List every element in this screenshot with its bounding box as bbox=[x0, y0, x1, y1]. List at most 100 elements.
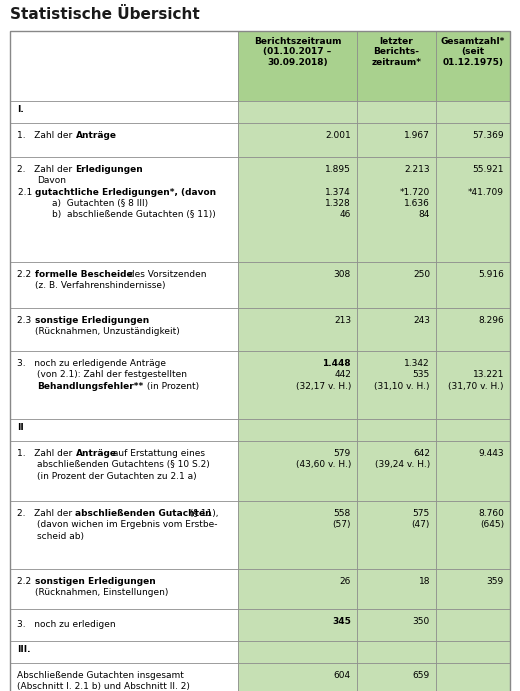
Text: 1.636: 1.636 bbox=[404, 199, 430, 208]
Bar bbox=[436, 419, 510, 441]
Bar bbox=[10, 31, 238, 101]
Text: 2.   Zahl der: 2. Zahl der bbox=[17, 165, 75, 174]
Text: (57): (57) bbox=[332, 520, 351, 529]
Text: formelle Bescheide: formelle Bescheide bbox=[35, 270, 133, 279]
Bar bbox=[10, 609, 238, 641]
Text: (Rücknahmen, Einstellungen): (Rücknahmen, Einstellungen) bbox=[35, 588, 169, 597]
Text: 8.296: 8.296 bbox=[478, 316, 504, 325]
Text: (§ 11),: (§ 11), bbox=[187, 509, 218, 518]
Text: Gesamtzahl*
(seit
01.12.1975): Gesamtzahl* (seit 01.12.1975) bbox=[441, 37, 505, 67]
Bar bbox=[436, 101, 510, 123]
Text: 359: 359 bbox=[487, 577, 504, 586]
Text: (31,10 v. H.): (31,10 v. H.) bbox=[374, 381, 430, 390]
Text: 579: 579 bbox=[334, 449, 351, 458]
Text: 2.2: 2.2 bbox=[17, 577, 37, 586]
Text: sonstigen Erledigungen: sonstigen Erledigungen bbox=[35, 577, 156, 586]
Text: 57.369: 57.369 bbox=[472, 131, 504, 140]
Bar bbox=[10, 351, 238, 419]
Bar bbox=[10, 101, 238, 123]
Text: Statistische Übersicht: Statistische Übersicht bbox=[10, 7, 200, 22]
Text: abschließenden Gutachtens (§ 10 S.2): abschließenden Gutachtens (§ 10 S.2) bbox=[37, 460, 210, 469]
Text: scheid ab): scheid ab) bbox=[37, 531, 84, 540]
Text: (31,70 v. H.): (31,70 v. H.) bbox=[448, 381, 504, 390]
Text: 2.001: 2.001 bbox=[325, 131, 351, 140]
Text: 84: 84 bbox=[419, 210, 430, 219]
Text: sonstige Erledigungen: sonstige Erledigungen bbox=[35, 316, 150, 325]
Bar bbox=[436, 351, 510, 419]
Bar bbox=[357, 31, 436, 101]
Bar bbox=[436, 157, 510, 262]
Text: 1.967: 1.967 bbox=[404, 131, 430, 140]
Text: *1.720: *1.720 bbox=[400, 187, 430, 197]
Bar bbox=[436, 31, 510, 101]
Text: (z. B. Verfahrenshindernisse): (z. B. Verfahrenshindernisse) bbox=[35, 281, 166, 290]
Bar bbox=[357, 569, 436, 609]
Text: (32,17 v. H.): (32,17 v. H.) bbox=[296, 381, 351, 390]
Bar bbox=[238, 663, 357, 691]
Text: 1.   Zahl der: 1. Zahl der bbox=[17, 131, 75, 140]
Text: 18: 18 bbox=[419, 577, 430, 586]
Text: abschließenden Gutachten: abschließenden Gutachten bbox=[75, 509, 212, 518]
Bar bbox=[238, 641, 357, 663]
Bar bbox=[238, 31, 357, 101]
Bar bbox=[436, 308, 510, 351]
Text: 8.760: 8.760 bbox=[478, 509, 504, 518]
Text: 1.895: 1.895 bbox=[325, 165, 351, 174]
Text: 13.221: 13.221 bbox=[473, 370, 504, 379]
Text: (39,24 v. H.): (39,24 v. H.) bbox=[375, 460, 430, 469]
Text: (davon wichen im Ergebnis vom Erstbe-: (davon wichen im Ergebnis vom Erstbe- bbox=[37, 520, 217, 529]
Text: 558: 558 bbox=[334, 509, 351, 518]
Text: letzter
Berichts-
zeitraum*: letzter Berichts- zeitraum* bbox=[371, 37, 422, 67]
Bar bbox=[436, 262, 510, 308]
Text: 1.374: 1.374 bbox=[325, 187, 351, 197]
Bar bbox=[238, 419, 357, 441]
Text: 1.328: 1.328 bbox=[325, 199, 351, 208]
Text: 213: 213 bbox=[334, 316, 351, 325]
Bar bbox=[238, 569, 357, 609]
Bar bbox=[357, 609, 436, 641]
Bar bbox=[436, 501, 510, 569]
Bar bbox=[10, 157, 238, 262]
Bar bbox=[238, 609, 357, 641]
Text: 2.   Zahl der: 2. Zahl der bbox=[17, 509, 75, 518]
Text: 3.   noch zu erledigende Anträge: 3. noch zu erledigende Anträge bbox=[17, 359, 166, 368]
Bar bbox=[10, 123, 238, 157]
Text: II: II bbox=[17, 423, 24, 432]
Text: (Abschnitt I. 2.1 b) und Abschnitt II. 2): (Abschnitt I. 2.1 b) und Abschnitt II. 2… bbox=[17, 682, 190, 691]
Text: 250: 250 bbox=[413, 270, 430, 279]
Text: auf Erstattung eines: auf Erstattung eines bbox=[110, 449, 205, 458]
Bar bbox=[238, 157, 357, 262]
Bar bbox=[436, 569, 510, 609]
Bar bbox=[10, 262, 238, 308]
Bar bbox=[10, 569, 238, 609]
Bar bbox=[238, 441, 357, 501]
Bar bbox=[357, 641, 436, 663]
Text: 46: 46 bbox=[340, 210, 351, 219]
Text: 1.448: 1.448 bbox=[322, 359, 351, 368]
Bar bbox=[238, 501, 357, 569]
Text: (in Prozent der Gutachten zu 2.1 a): (in Prozent der Gutachten zu 2.1 a) bbox=[37, 471, 197, 481]
Bar bbox=[357, 663, 436, 691]
Text: 5.916: 5.916 bbox=[478, 270, 504, 279]
Bar bbox=[10, 663, 238, 691]
Text: 604: 604 bbox=[334, 671, 351, 680]
Bar bbox=[238, 101, 357, 123]
Text: 1.   Zahl der: 1. Zahl der bbox=[17, 449, 75, 458]
Bar bbox=[357, 123, 436, 157]
Text: 642: 642 bbox=[413, 449, 430, 458]
Text: Berichtszeitraum
(01.10.2017 –
30.09.2018): Berichtszeitraum (01.10.2017 – 30.09.201… bbox=[254, 37, 341, 67]
Bar bbox=[357, 441, 436, 501]
Bar bbox=[357, 262, 436, 308]
Bar bbox=[238, 308, 357, 351]
Text: I.: I. bbox=[17, 105, 24, 114]
Text: Behandlungsfehler**: Behandlungsfehler** bbox=[37, 381, 143, 390]
Text: Erledigungen: Erledigungen bbox=[75, 165, 143, 174]
Bar bbox=[238, 351, 357, 419]
Text: Anträge: Anträge bbox=[75, 131, 116, 140]
Bar bbox=[436, 123, 510, 157]
Text: (43,60 v. H.): (43,60 v. H.) bbox=[296, 460, 351, 469]
Bar bbox=[10, 419, 238, 441]
Bar bbox=[357, 101, 436, 123]
Text: 3.   noch zu erledigen: 3. noch zu erledigen bbox=[17, 620, 115, 629]
Text: (47): (47) bbox=[412, 520, 430, 529]
